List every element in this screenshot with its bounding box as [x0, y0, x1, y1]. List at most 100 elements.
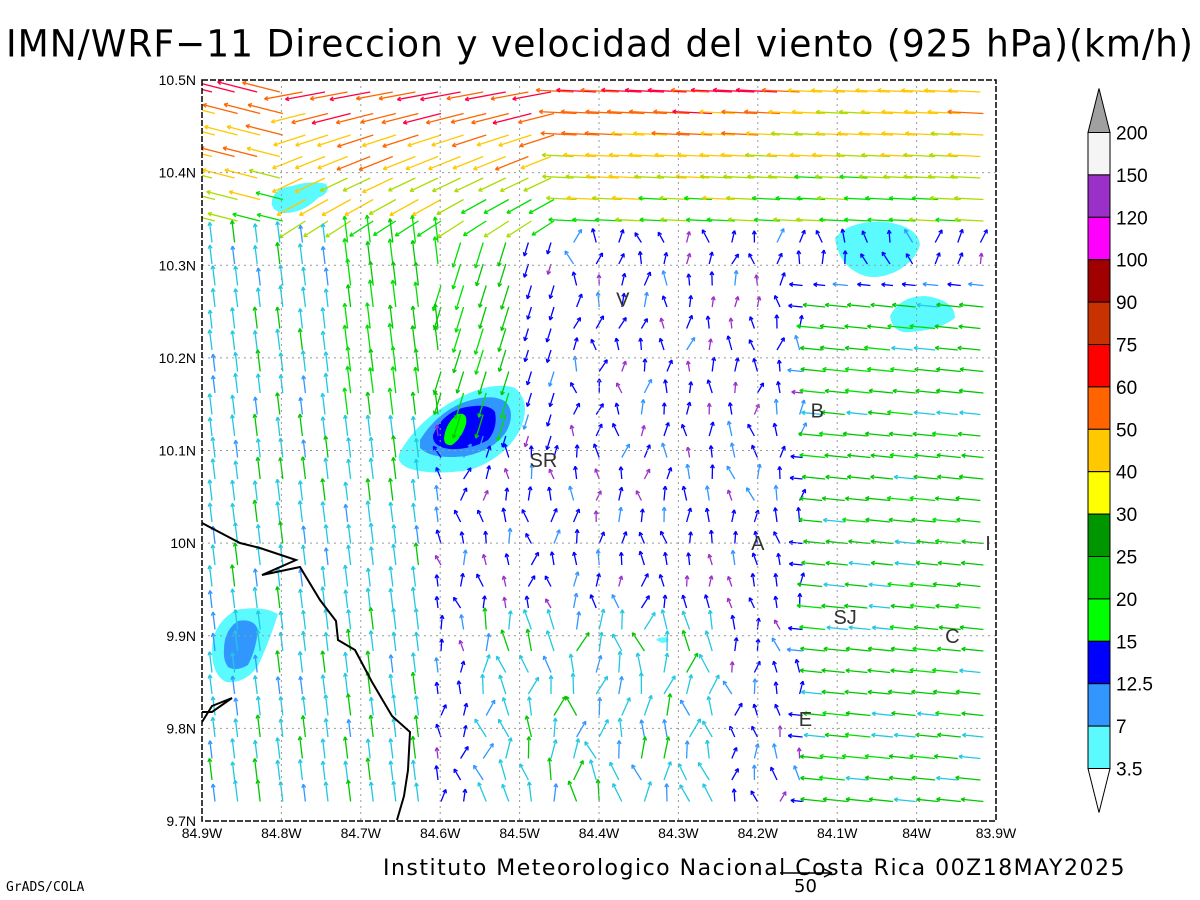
colorbar-label: 150: [1116, 166, 1148, 187]
wind-vector: [388, 738, 394, 759]
wind-vector: [207, 221, 213, 243]
wind-vector: [725, 195, 758, 201]
wind-vector: [848, 625, 871, 631]
wind-vector: [378, 91, 416, 101]
wind-vector: [413, 608, 420, 630]
wind-vector: [864, 431, 891, 437]
wind-vector: [519, 763, 529, 781]
wind-vector: [793, 131, 826, 137]
wind-vector: [548, 217, 577, 223]
wind-vector: [770, 766, 778, 781]
wind-vector: [413, 348, 420, 372]
wind-vector: [612, 633, 623, 652]
wind-vector: [880, 152, 913, 158]
wind-vector: [504, 487, 510, 501]
wind-vector: [553, 695, 567, 716]
wind-vector: [320, 223, 326, 243]
wind-vector: [732, 381, 738, 394]
wind-vector: [611, 422, 620, 437]
wind-vector: [388, 414, 394, 437]
wind-vector: [560, 109, 600, 115]
wind-vector: [955, 689, 981, 695]
wind-vector: [255, 438, 261, 458]
wind-vector: [698, 653, 710, 673]
wind-vector: [437, 220, 464, 239]
wind-vector: [226, 124, 261, 136]
wind-vector: [545, 414, 552, 427]
y-axis-ticks: 10.5N 10.4N 10.3N 10.2N 10.1N 10N 9.9N 9.8N 9.7N: [159, 72, 196, 829]
y-tick-label: 9.8N: [166, 720, 196, 736]
wind-vector: [681, 594, 688, 609]
wind-vector: [776, 252, 783, 265]
wind-vector: [550, 739, 558, 759]
wind-vector: [255, 629, 261, 652]
wind-vector: [459, 660, 466, 673]
wind-vector: [787, 367, 803, 373]
wind-vector: [300, 286, 307, 308]
colorbar: 200 150 120 100 90 75 60 50 40 30 25 20 15 12.5 7 3.5: [1087, 88, 1153, 813]
wind-vector: [684, 740, 690, 759]
wind-vector: [659, 195, 690, 201]
colorbar-segment: [1087, 386, 1111, 430]
wind-vector: [662, 594, 668, 609]
wind-vector: [887, 689, 913, 695]
wind-vector: [538, 109, 577, 115]
wind-vector: [410, 565, 417, 587]
wind-vector: [256, 212, 283, 222]
wind-vector: [634, 232, 642, 243]
wind-vector: [821, 668, 845, 674]
wind-vector: [886, 229, 892, 243]
wind-vector: [663, 422, 670, 437]
wind-vector: [480, 673, 486, 695]
wind-vector: [336, 155, 371, 171]
wind-vector: [255, 373, 261, 394]
wind-vector: [814, 174, 845, 180]
wind-vector: [428, 155, 461, 171]
wind-vector: [440, 788, 447, 802]
wind-vector: [771, 743, 778, 759]
wind-vector: [871, 711, 894, 717]
wind-vector: [726, 575, 733, 587]
wind-vector: [207, 757, 213, 781]
x-tick-label: 83.9W: [976, 825, 1017, 841]
wind-vector: [709, 271, 715, 286]
wind-vector: [731, 253, 740, 265]
wind-vector: [754, 274, 760, 286]
wind-vector: [413, 542, 420, 566]
wind-vector: [497, 349, 507, 372]
wind-vector: [345, 693, 352, 716]
wind-vector: [571, 217, 600, 223]
wind-vector: [233, 351, 239, 372]
place-label: E: [799, 709, 812, 731]
wind-vector: [640, 399, 646, 415]
wind-vector: [867, 646, 894, 652]
wind-vector: [345, 346, 352, 372]
wind-vector: [477, 371, 487, 395]
wind-vector: [345, 779, 352, 802]
wind-vector: [275, 650, 281, 673]
wind-vector: [776, 381, 781, 394]
wind-vector: [796, 603, 823, 609]
wind-vector: [753, 403, 760, 415]
wind-vector: [855, 87, 891, 93]
wind-vector: [846, 302, 871, 308]
wind-vector: [410, 215, 417, 243]
wind-vector: [387, 304, 394, 329]
wind-vector: [523, 349, 530, 363]
wind-vector: [617, 717, 623, 738]
wind-vector: [548, 306, 555, 321]
colorbar-segment: [1087, 556, 1111, 600]
wind-vector: [750, 572, 756, 587]
wind-vector: [748, 597, 755, 609]
wind-vector: [846, 410, 868, 416]
wind-vector: [934, 229, 943, 243]
wind-vector: [593, 510, 599, 523]
wind-vector: [957, 252, 964, 265]
wind-vector: [512, 91, 552, 102]
wind-vector: [753, 509, 760, 523]
wind-vector: [320, 565, 326, 587]
wind-vector: [815, 229, 823, 243]
wind-vector: [813, 282, 826, 288]
wind-vector: [432, 216, 439, 243]
wind-vector: [598, 359, 608, 372]
